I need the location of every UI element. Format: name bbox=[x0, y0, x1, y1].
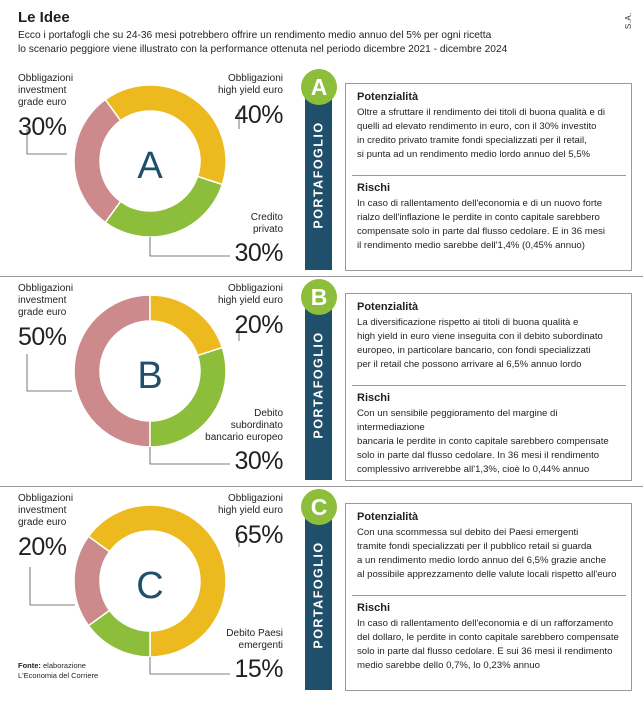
potenziale-text: La diversificazione rispetto ai titoli d… bbox=[357, 317, 603, 370]
segment-label-high-yield: Obbligazioni high yield euro bbox=[217, 493, 283, 516]
page-title: Le Idee bbox=[18, 9, 70, 26]
rischi-text: In caso di rallentamento dell'economia e… bbox=[357, 198, 605, 251]
segment-pct-investment-grade: 30% bbox=[18, 113, 67, 141]
segment-label-third: Debito subordinato bancario europeo bbox=[205, 408, 283, 443]
portfolio-section-b: B Obbligazioni investment grade euro 50%… bbox=[0, 279, 643, 491]
segment-pct-investment-grade: 20% bbox=[18, 533, 67, 561]
portfolio-section-c: C Obbligazioni investment grade euro 20%… bbox=[0, 489, 643, 701]
source-text: elaborazione bbox=[43, 661, 86, 670]
donut-center-letter: C bbox=[136, 565, 163, 607]
rischi-text: In caso di rallentamento dell'economia e… bbox=[357, 618, 619, 671]
segment-pct-high-yield: 65% bbox=[234, 521, 283, 549]
donut-segment-investment-grade bbox=[73, 98, 122, 224]
potenziale-heading: Potenzialità bbox=[357, 301, 419, 313]
leader-line bbox=[149, 237, 230, 257]
segment-pct-investment-grade: 50% bbox=[18, 323, 67, 351]
potenziale-heading: Potenzialità bbox=[357, 511, 419, 523]
donut-segment-third bbox=[104, 175, 224, 238]
potenziale-text: Con una scommessa sul debito dei Paesi e… bbox=[357, 527, 617, 580]
leader-lines bbox=[29, 537, 240, 675]
section-divider bbox=[0, 276, 643, 277]
segment-label-investment-grade: Obbligazioni investment grade euro bbox=[18, 493, 74, 528]
segment-label-investment-grade: Obbligazioni investment grade euro bbox=[18, 73, 74, 108]
rischi-heading: Rischi bbox=[357, 182, 391, 194]
donut-ring-group bbox=[73, 84, 227, 238]
segment-label-high-yield: Obbligazioni high yield euro bbox=[217, 283, 283, 306]
portfolio-panel bbox=[345, 293, 632, 481]
potenziale-heading: Potenzialità bbox=[357, 91, 419, 103]
leader-lines bbox=[26, 109, 240, 257]
donut-chart-c: C bbox=[29, 504, 240, 675]
panel-divider bbox=[352, 175, 626, 176]
portfolio-panel bbox=[345, 83, 632, 271]
portfolio-band: PORTAFOGLIO bbox=[305, 80, 332, 270]
donut-segment-high-yield bbox=[104, 84, 227, 186]
segment-pct-high-yield: 20% bbox=[234, 311, 283, 339]
donut-ring-group bbox=[73, 294, 227, 448]
donut-segment-investment-grade bbox=[73, 535, 111, 627]
donut-ring-group bbox=[73, 504, 227, 658]
portfolio-section-a: A Obbligazioni investment grade euro 30%… bbox=[0, 69, 643, 281]
leader-line bbox=[29, 567, 75, 606]
page-subtitle: Ecco i portafogli che su 24-36 mesi potr… bbox=[18, 29, 538, 57]
portfolio-band: PORTAFOGLIO bbox=[305, 500, 332, 690]
panel-divider bbox=[352, 385, 626, 386]
author-signature: S.A. bbox=[624, 12, 633, 30]
leader-lines bbox=[26, 327, 240, 465]
panel-divider bbox=[352, 595, 626, 596]
source-label: Fonte: bbox=[18, 661, 41, 670]
leader-line bbox=[26, 354, 72, 392]
donut-center-letter: A bbox=[137, 145, 163, 187]
leader-line bbox=[26, 129, 67, 155]
rischi-heading: Rischi bbox=[357, 392, 391, 404]
portfolio-panel bbox=[345, 503, 632, 691]
segment-pct-high-yield: 40% bbox=[234, 101, 283, 129]
donut-segment-high-yield bbox=[87, 504, 227, 658]
segment-pct-third: 30% bbox=[234, 447, 283, 475]
donut-chart-a: A bbox=[26, 84, 240, 257]
segment-pct-third: 30% bbox=[234, 239, 283, 267]
leader-line bbox=[149, 447, 230, 465]
rischi-text: Con un sensibile peggioramento del margi… bbox=[357, 408, 609, 475]
leader-line bbox=[149, 657, 230, 675]
segment-pct-third: 15% bbox=[234, 655, 283, 683]
segment-label-high-yield: Obbligazioni high yield euro bbox=[217, 73, 283, 96]
segment-label-third: Debito Paesi emergenti bbox=[226, 628, 283, 651]
section-divider bbox=[0, 486, 643, 487]
portfolio-letter-badge: B bbox=[301, 279, 337, 315]
subtitle-line: Ecco i portafogli che su 24-36 mesi potr… bbox=[18, 30, 492, 41]
source-text: L'Economia del Corriere bbox=[18, 671, 99, 680]
donut-segment-third bbox=[149, 346, 227, 448]
portfolio-letter-badge: A bbox=[301, 69, 337, 105]
donut-segment-high-yield bbox=[149, 294, 224, 357]
donut-chart-b: B bbox=[26, 294, 240, 465]
donut-segment-third bbox=[87, 609, 151, 658]
segment-label-investment-grade: Obbligazioni investment grade euro bbox=[18, 283, 74, 318]
donut-segment-investment-grade bbox=[73, 294, 151, 448]
portfolio-band: PORTAFOGLIO bbox=[305, 290, 332, 480]
subtitle-line: lo scenario peggiore viene illustrato co… bbox=[18, 44, 508, 55]
potenziale-text: Oltre a sfruttare il rendimento dei tito… bbox=[357, 107, 605, 160]
source-note: Fonte: elaborazione L'Economia del Corri… bbox=[18, 661, 98, 681]
segment-label-third: Credito privato bbox=[250, 212, 283, 235]
portfolio-letter-badge: C bbox=[301, 489, 337, 525]
donut-center-letter: B bbox=[137, 355, 162, 397]
rischi-heading: Rischi bbox=[357, 602, 391, 614]
